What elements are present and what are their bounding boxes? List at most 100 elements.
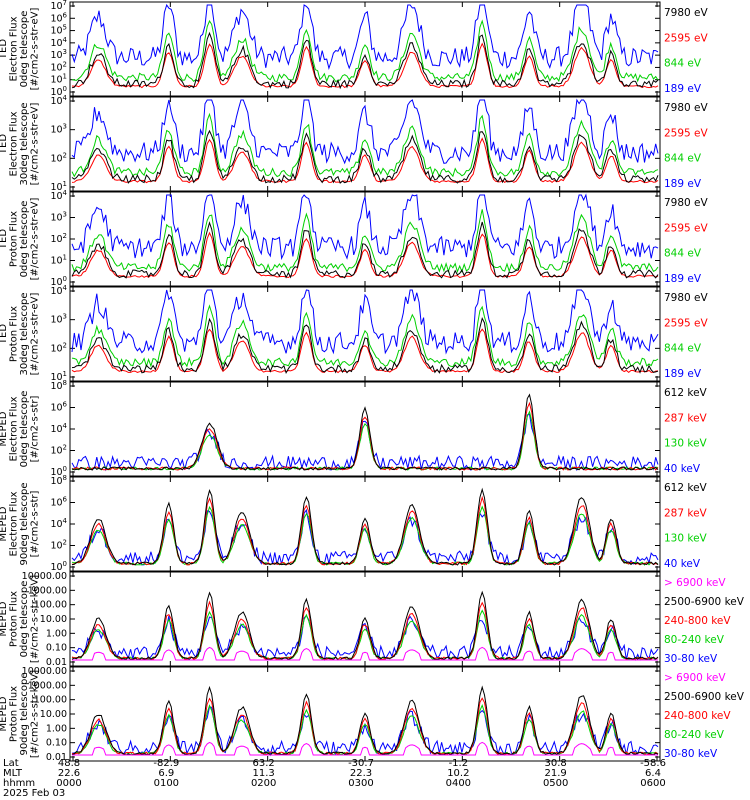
y-axis-label: MEPEDProton Flux90deg telescope[#/cm2-s-…: [0, 670, 41, 758]
legend-entry: 7980 eV: [664, 292, 709, 304]
y-tick-label: 107: [50, 0, 67, 12]
y-axis-label: TEDProton Flux0deg telescope[#/cm2-s-str…: [0, 198, 41, 281]
y-tick-label: 1.00: [46, 628, 67, 639]
series-trace: [71, 328, 659, 374]
legend-entry: 844 eV: [664, 248, 702, 260]
y-tick-label: 10000.00: [22, 666, 67, 677]
y-tick-label: 1.00: [46, 723, 67, 734]
series-trace: [71, 600, 659, 661]
legend-entry: 7980 eV: [664, 7, 709, 19]
y-axis-label: MEPEDElectron Flux90deg telescope[#/cm2-…: [0, 482, 41, 565]
y-tick-label: 100.00: [34, 600, 67, 611]
y-tick-label: 104: [50, 517, 67, 530]
legend-entry: 844 eV: [664, 58, 702, 70]
legend-entry: 30-80 keV: [664, 748, 718, 760]
legend-entry: 7980 eV: [664, 102, 709, 114]
footer-value-lat: -30.7: [348, 758, 374, 769]
panel-meped-proton-0: 10000.00 1000.00 100.00 10.00 1.00 0.10 0.01 ME…: [0, 571, 745, 668]
footer-value-mlt: 21.9: [545, 768, 567, 779]
series-trace: [71, 3, 659, 70]
y-tick-label: 101: [50, 73, 67, 86]
footer-value-mlt: 10.2: [447, 768, 469, 779]
y-tick-label: 102: [50, 341, 67, 354]
series-trace: [71, 19, 659, 83]
series-trace: [71, 98, 659, 165]
legend-entry: 612 keV: [664, 387, 708, 399]
y-tick-label: 0.10: [46, 643, 67, 654]
footer-value-hhmm: 0300: [348, 778, 373, 789]
y-tick-label: 104: [50, 422, 67, 435]
footer-row-label: Lat: [3, 758, 19, 769]
y-tick-label: 100.00: [34, 695, 67, 706]
legend-entry: 80-240 keV: [664, 634, 725, 646]
legend-entry: 2500-6900 keV: [664, 596, 745, 608]
series-trace: [71, 495, 659, 566]
legend-entry: 130 keV: [664, 438, 708, 450]
series-trace: [71, 614, 659, 662]
y-tick-label: 101: [50, 254, 67, 267]
series-trace: [71, 112, 659, 178]
legend-entry: 287 keV: [664, 412, 708, 424]
y-axis-label: TEDElectron Flux0deg telescope[#/cm2-s-s…: [0, 8, 41, 91]
y-tick-label: 103: [50, 313, 67, 326]
legend-entry: 240-800 keV: [664, 710, 731, 722]
legend-entry: 189 eV: [664, 273, 702, 285]
y-tick-label: 108: [50, 474, 67, 487]
series-trace: [71, 697, 659, 756]
y-axis-label: TEDElectron Flux30deg telescope[#/cm2-s-…: [0, 102, 41, 185]
series-trace: [71, 129, 659, 184]
footer-value-hhmm: 0600: [640, 778, 665, 789]
y-tick-label: 0.01: [46, 657, 67, 668]
legend-entry: 30-80 keV: [664, 653, 718, 665]
legend-entry: 40 keV: [664, 558, 701, 570]
y-axis-label: TEDProton Flux30deg telescope[#/cm2-s-st…: [0, 292, 41, 375]
legend-entry: > 6900 keV: [664, 577, 726, 589]
legend-entry: 189 eV: [664, 178, 702, 190]
footer-row-label: hhmm: [3, 778, 35, 789]
legend-entry: 130 keV: [664, 533, 708, 545]
y-tick-label: 108: [50, 379, 67, 392]
footer-value-mlt: 22.6: [58, 768, 80, 779]
y-tick-label: 0.10: [46, 738, 67, 749]
series-trace: [71, 410, 659, 471]
y-tick-label: 10.00: [40, 614, 67, 625]
footer-value-mlt: 6.9: [158, 768, 174, 779]
legend-entry: 240-800 keV: [664, 615, 731, 627]
series-trace: [72, 741, 658, 756]
series-trace: [72, 646, 658, 661]
y-tick-label: 102: [50, 539, 67, 552]
series-trace: [71, 393, 659, 471]
series-trace: [71, 685, 659, 756]
series-trace: [71, 42, 659, 89]
series-trace: [71, 31, 659, 90]
footer-value-hhmm: 0500: [543, 778, 568, 789]
footer-value-hhmm: 0200: [251, 778, 276, 789]
y-axis-label: MEPEDElectron Flux0deg telescope[#/cm2-s…: [0, 391, 41, 468]
legend-entry: 2595 eV: [664, 317, 709, 329]
series-trace: [71, 401, 659, 471]
legend-entry: 2595 eV: [664, 222, 709, 234]
y-tick-label: 104: [50, 94, 67, 107]
y-tick-label: 102: [50, 444, 67, 457]
legend-entry: 2500-6900 keV: [664, 691, 745, 703]
series-trace: [71, 316, 659, 375]
legend-entry: 80-240 keV: [664, 729, 725, 741]
footer-value-lat: -58.6: [640, 758, 666, 769]
series-trace: [71, 505, 659, 566]
series-trace: [71, 209, 659, 274]
orbit-footer: Lat 48.8 -82.9 63.2 -30.7 -1.2 30.8 -58.6 MLT 22.…: [3, 758, 666, 799]
y-tick-label: 103: [50, 123, 67, 136]
footer-value-hhmm: 0400: [446, 778, 471, 789]
footer-value-hhmm: 0000: [56, 778, 81, 789]
y-axis-label: MEPEDProton Flux0deg telescope[#/cm2-s-s…: [0, 575, 41, 663]
footer-value-mlt: 22.3: [350, 768, 372, 779]
legend-entry: 844 eV: [664, 153, 702, 165]
footer-value-mlt: 11.3: [253, 768, 275, 779]
y-tick-label: 103: [50, 48, 67, 61]
